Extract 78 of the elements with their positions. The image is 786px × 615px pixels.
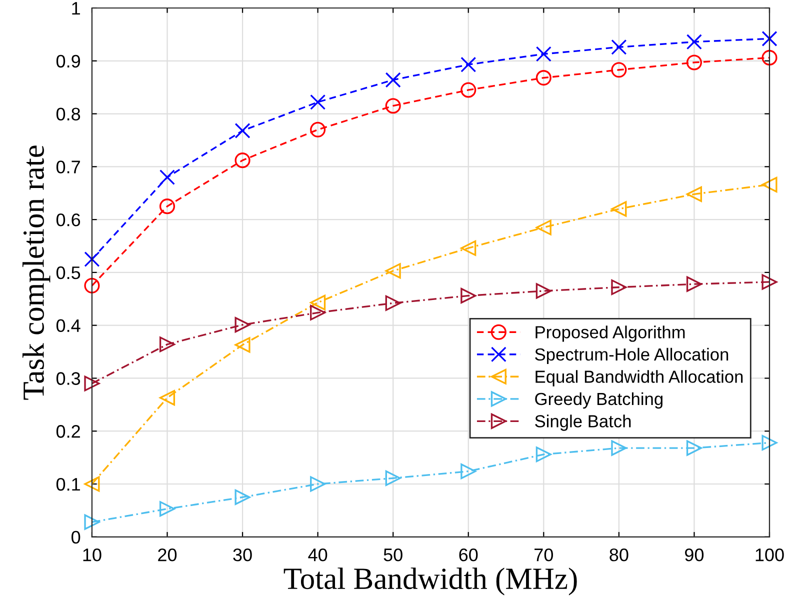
point (310, 304, 326, 320)
legend-label: Single Batch (535, 414, 631, 431)
x-tick-label: 40 (308, 548, 328, 562)
point (460, 464, 476, 480)
point (385, 470, 401, 486)
point (611, 201, 627, 217)
point (611, 279, 627, 296)
y-tick-label: 0 (72, 530, 80, 544)
point (310, 122, 326, 138)
point (762, 30, 778, 46)
x-tick-label: 80 (610, 548, 628, 562)
point (385, 295, 401, 311)
y-tick-label: 0.8 (56, 108, 80, 120)
point (460, 56, 476, 72)
point (234, 152, 250, 168)
point (460, 288, 476, 304)
y-tick-label: 0.5 (56, 266, 80, 280)
point (686, 34, 702, 50)
point (234, 122, 250, 138)
point (159, 336, 176, 352)
point (762, 434, 778, 451)
y-tick-label: 0.1 (56, 478, 80, 491)
point (234, 317, 250, 333)
point (460, 240, 476, 256)
x-axis-title: Total Bandwidth (MHz) (284, 568, 577, 596)
point (385, 263, 401, 279)
point (234, 489, 250, 506)
point (536, 446, 552, 462)
x-tick-label: 50 (384, 548, 402, 562)
x-tick-label: 70 (534, 548, 553, 562)
legend-label: Proposed Algorithm (536, 326, 685, 342)
x-tick-label: 100 (756, 548, 784, 562)
point (686, 186, 702, 202)
point (686, 440, 702, 456)
y-tick-label: 0.6 (56, 213, 80, 226)
y-tick-label: 0.2 (56, 425, 80, 438)
legend-label: Greedy Batching (535, 392, 662, 409)
x-tick-label: 20 (158, 548, 177, 562)
point (84, 251, 100, 267)
x-tick-label: 30 (233, 548, 252, 562)
point (611, 440, 627, 456)
point (84, 514, 100, 530)
point (234, 337, 250, 353)
point (385, 72, 401, 88)
x-tick-label: 60 (459, 548, 478, 562)
point (310, 94, 326, 110)
point (385, 98, 401, 114)
y-axis-title: Task completion rate (22, 146, 50, 400)
point (686, 54, 702, 70)
point (84, 476, 100, 492)
point (84, 278, 100, 294)
y-tick-label: 0.9 (56, 54, 80, 68)
x-tick-label: 90 (685, 548, 704, 562)
point (536, 46, 552, 62)
y-tick-label: 1 (72, 2, 80, 15)
y-tick-label: 0.7 (56, 160, 80, 174)
point (159, 390, 176, 406)
legend-label: Spectrum-Hole Allocation (535, 348, 728, 364)
point (762, 50, 778, 66)
y-tick-label: 0.4 (56, 319, 80, 332)
point (460, 82, 476, 98)
point (310, 294, 326, 310)
point (611, 39, 627, 55)
x-tick-label: 10 (83, 548, 102, 562)
point (159, 501, 176, 517)
point (536, 70, 552, 86)
y-tick-label: 0.3 (56, 372, 80, 385)
point (611, 62, 627, 78)
point (762, 176, 778, 192)
point (310, 476, 326, 492)
point (762, 274, 778, 290)
point (84, 376, 100, 392)
point (159, 169, 176, 186)
point (686, 276, 702, 292)
point (536, 283, 552, 299)
point (536, 220, 552, 236)
legend-label: Equal Bandwidth Allocation (536, 370, 743, 386)
point (159, 198, 176, 214)
